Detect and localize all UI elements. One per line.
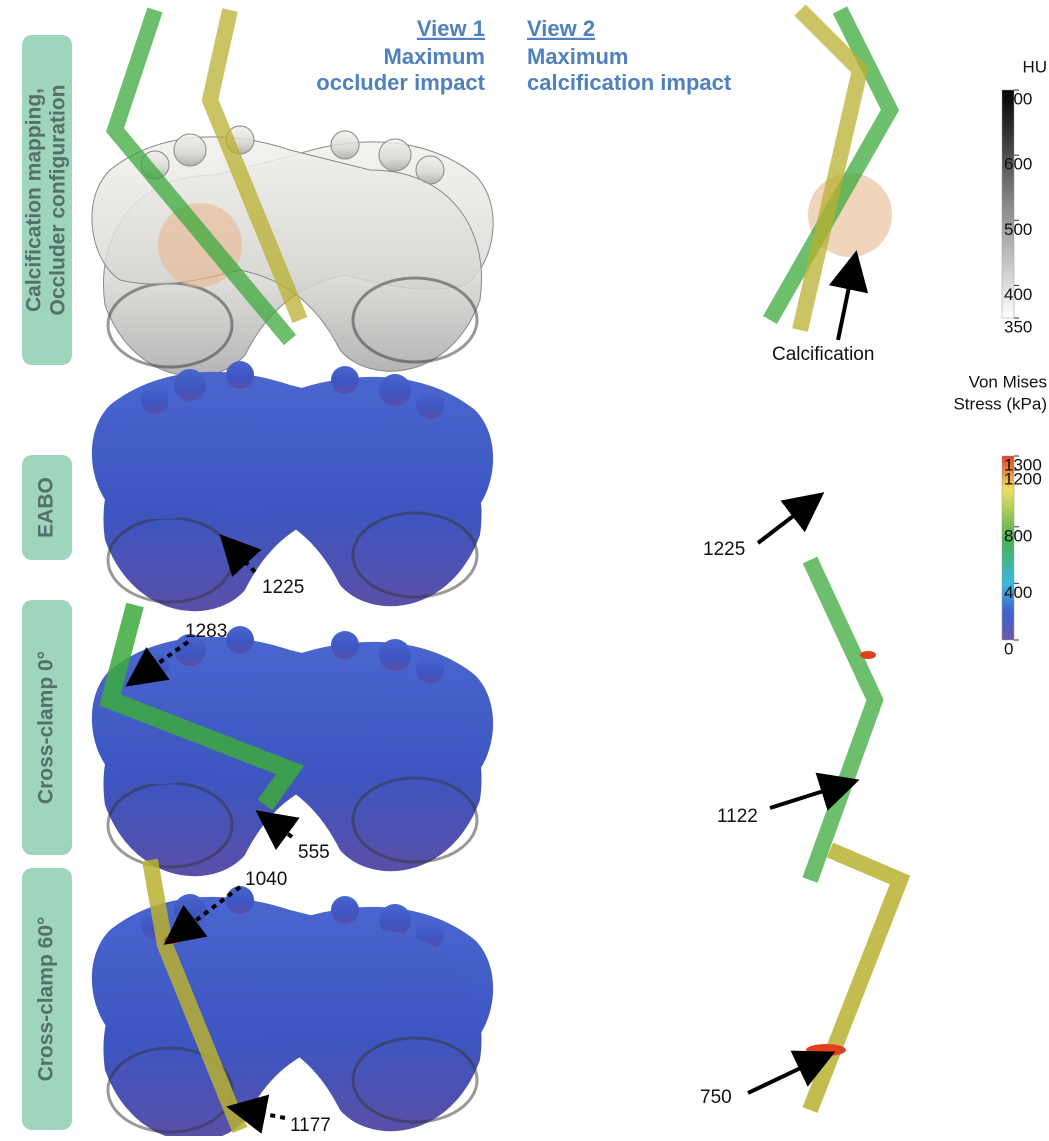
annotation-label: 1225 [703,539,745,560]
annotation-label: 1040 [245,869,287,890]
colorbar-title: Stress (kPa) [953,394,1047,413]
column-subtitle: Maximum [527,44,628,69]
colorbar-tick-label: 400 [1004,285,1032,304]
colorbar-tick-label: 400 [1004,583,1032,602]
annotation-label: 1283 [185,621,227,642]
row-labels: Calcification mapping,Occluder configura… [22,35,72,1130]
annotation-arrow [838,258,855,340]
colorbar-title: Von Mises [969,372,1047,391]
colorbar-tick-label: 700 [1004,89,1032,108]
annotation-label: 1122 [717,806,758,827]
colorbar-tick-label: 0 [1004,639,1013,658]
row-label: Calcification mapping, [23,88,46,312]
column-title: View 2 [527,16,595,41]
stress-hotspot [860,651,876,659]
clamp [810,850,900,1110]
annotation-label: 555 [298,842,330,863]
annotation-arrow [758,497,818,543]
clamp [810,560,875,880]
colorbar-tick-label: 350 [1004,317,1032,336]
row-label: EABO [35,477,58,538]
colorbar-title: HU [1022,57,1047,76]
colorbar [1002,90,1014,318]
row-label: Occluder configuration [47,84,70,315]
colorbar-tick-label: 600 [1004,155,1032,174]
colorbar-tick-label: 500 [1004,220,1032,239]
column-subtitle: calcification impact [527,70,732,95]
annotation-label: Calcification [772,344,874,365]
column-title: View 1 [417,16,485,41]
annotation-label: 1177 [290,1115,331,1136]
annotation-label: 750 [700,1087,732,1108]
column-subtitle: Maximum [384,44,485,69]
renders [92,10,900,1136]
figure: Calcification mapping,Occluder configura… [0,0,1049,1136]
annotation-arrow [262,815,292,837]
row-label: Cross-clamp 60° [35,917,58,1082]
row-label: Cross-clamp 0° [35,651,58,804]
colorbar-tick-label: 800 [1004,526,1032,545]
column-subtitle: occluder impact [316,70,485,95]
colorbar-tick-label: 1200 [1004,470,1042,489]
annotation-label: 1225 [262,577,304,598]
page: Calcification mapping,Occluder configura… [0,0,1049,1141]
